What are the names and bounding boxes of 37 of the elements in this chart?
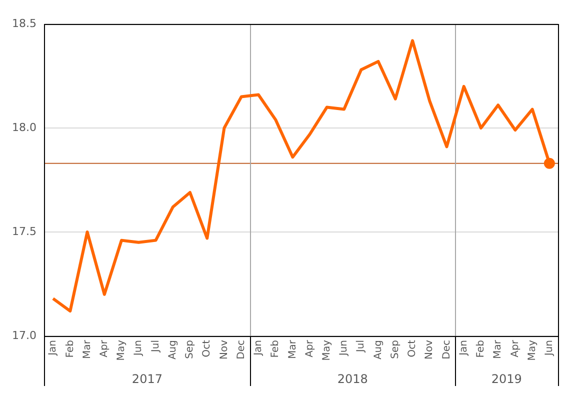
x-tick-label: Feb xyxy=(476,340,487,358)
x-tick-label: Nov xyxy=(424,340,436,360)
x-tick-label: Feb xyxy=(270,340,282,358)
x-tick-label: Sep xyxy=(184,340,196,359)
x-tick-label: May xyxy=(322,340,333,361)
text: 2017 xyxy=(132,372,162,386)
y-tick-label: 17.5 xyxy=(12,224,36,238)
x-tick-label: Aug xyxy=(167,340,178,360)
x-tick-label: Apr xyxy=(510,339,521,358)
x-tick-label: Mar xyxy=(492,339,504,359)
x-tick-label: May xyxy=(526,340,538,361)
x-tick-label: Feb xyxy=(64,340,76,358)
x-tick-label: Apr xyxy=(98,339,110,358)
x-tick-label: Dec xyxy=(236,340,247,360)
text: 2019 xyxy=(491,372,522,386)
y-tick-label: 17.0 xyxy=(12,328,36,342)
x-tick-label: Mar xyxy=(287,339,298,359)
x-tick-label: Jan xyxy=(253,340,264,356)
y-tick-label: 18.0 xyxy=(12,120,36,134)
x-tick-label: Jan xyxy=(48,340,59,356)
y-tick-label: 18.5 xyxy=(12,16,36,30)
x-tick-label: Apr xyxy=(304,339,316,358)
x-tick-label: Jun xyxy=(338,340,350,357)
x-tick-label: Jul xyxy=(150,340,162,354)
x-tick-label: Dec xyxy=(441,340,452,360)
x-tick-label: Jul xyxy=(356,340,367,354)
x-tick-label: Jan xyxy=(458,340,470,356)
x-tick-label: Oct xyxy=(407,340,418,358)
x-tick-label: Oct xyxy=(202,340,213,358)
x-tick-label: Sep xyxy=(390,340,401,359)
x-tick-label: Aug xyxy=(372,340,384,360)
x-tick-label: May xyxy=(116,340,128,361)
x-tick-label: Jun xyxy=(544,340,556,357)
x-tick-label: Jun xyxy=(133,340,144,357)
x-tick-label: Nov xyxy=(218,340,230,360)
x-tick-label: Mar xyxy=(82,339,93,359)
text: 2018 xyxy=(337,372,368,386)
